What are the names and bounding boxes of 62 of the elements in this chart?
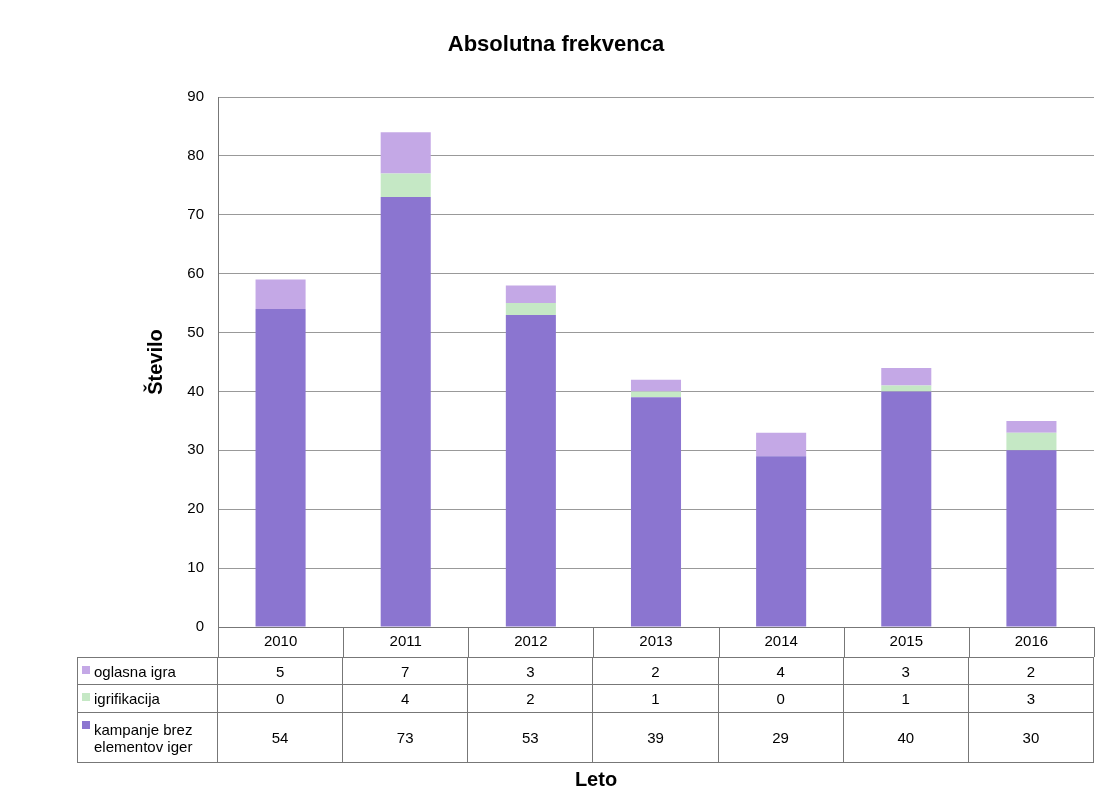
data-label: 39	[593, 713, 719, 763]
y-tick-label: 60	[187, 263, 204, 281]
x-tick-label: 2015	[889, 632, 923, 650]
data-label: 1	[593, 685, 719, 713]
data-label: 53	[468, 713, 594, 763]
data-label: 2	[968, 657, 1094, 685]
text: Leto	[573, 768, 619, 791]
data-label: 4	[343, 685, 469, 713]
y-tick-label: 10	[187, 558, 204, 576]
legend-label: igrifikacija	[94, 690, 160, 707]
data-label: 29	[718, 713, 844, 763]
bar	[630, 379, 682, 392]
bar	[380, 173, 431, 198]
data-label: 4	[718, 657, 844, 685]
bar	[881, 367, 932, 386]
x-tick-label: 2011	[389, 632, 422, 650]
bar	[1006, 420, 1057, 433]
chart-title: Absolutna frekvenca	[447, 31, 665, 57]
bar	[1006, 450, 1057, 627]
bar	[1006, 432, 1057, 451]
data-label: 54	[218, 713, 344, 763]
y-axis-title: Število	[142, 329, 166, 395]
data-label: 3	[968, 685, 1094, 713]
data-label: 3	[468, 657, 594, 685]
data-label: 3	[843, 657, 969, 685]
data-label: 1	[843, 685, 969, 713]
data-label: 7	[343, 657, 469, 685]
y-tick-label: 50	[187, 322, 204, 340]
data-label: 73	[343, 713, 469, 763]
bar	[380, 132, 431, 174]
bar	[505, 285, 556, 304]
y-tick-label: 90	[187, 87, 204, 105]
bar	[756, 432, 807, 457]
data-label: 0	[218, 685, 344, 713]
bar	[630, 397, 682, 627]
x-tick-label: 2012	[514, 632, 548, 650]
x-tick-label: 2010	[263, 632, 298, 650]
data-label: 5	[218, 657, 344, 685]
legend-label: kampanje brez elementov iger	[94, 720, 194, 755]
bar	[505, 314, 556, 627]
data-label: 2	[468, 685, 594, 713]
data-label: 2	[593, 657, 719, 685]
data-label: 40	[843, 713, 969, 763]
y-tick-label: 0	[195, 617, 204, 635]
bar	[630, 391, 682, 398]
x-tick-label: 2014	[764, 632, 798, 650]
data-label: 0	[718, 685, 844, 713]
bar	[881, 391, 932, 627]
y-tick-label: 40	[187, 381, 204, 399]
bar	[255, 309, 306, 627]
bar	[756, 456, 807, 627]
y-tick-label: 80	[187, 146, 204, 164]
x-tick-label: 2013	[639, 632, 673, 650]
data-label: 30	[968, 713, 1094, 763]
bar	[505, 303, 556, 315]
legend-label: oglasna igra	[94, 662, 176, 680]
x-tick-label: 2016	[1014, 632, 1049, 650]
bar	[255, 279, 306, 309]
y-tick-label: 30	[187, 440, 204, 458]
y-tick-label: 70	[187, 204, 204, 222]
y-tick-label: 20	[187, 499, 204, 517]
bar	[380, 197, 431, 627]
